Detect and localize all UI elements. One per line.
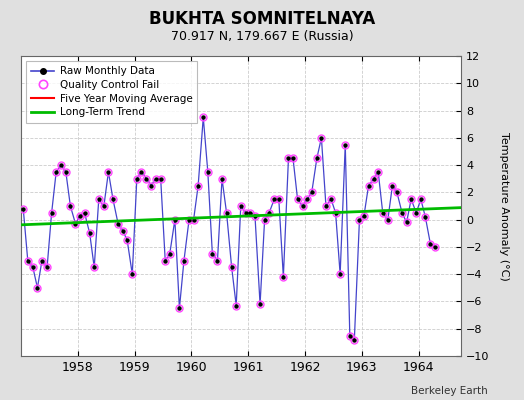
Text: Berkeley Earth: Berkeley Earth (411, 386, 487, 396)
Legend: Raw Monthly Data, Quality Control Fail, Five Year Moving Average, Long-Term Tren: Raw Monthly Data, Quality Control Fail, … (26, 61, 198, 122)
Text: 70.917 N, 179.667 E (Russia): 70.917 N, 179.667 E (Russia) (171, 30, 353, 43)
Text: BUKHTA SOMNITELNAYA: BUKHTA SOMNITELNAYA (149, 10, 375, 28)
Y-axis label: Temperature Anomaly (°C): Temperature Anomaly (°C) (499, 132, 509, 280)
